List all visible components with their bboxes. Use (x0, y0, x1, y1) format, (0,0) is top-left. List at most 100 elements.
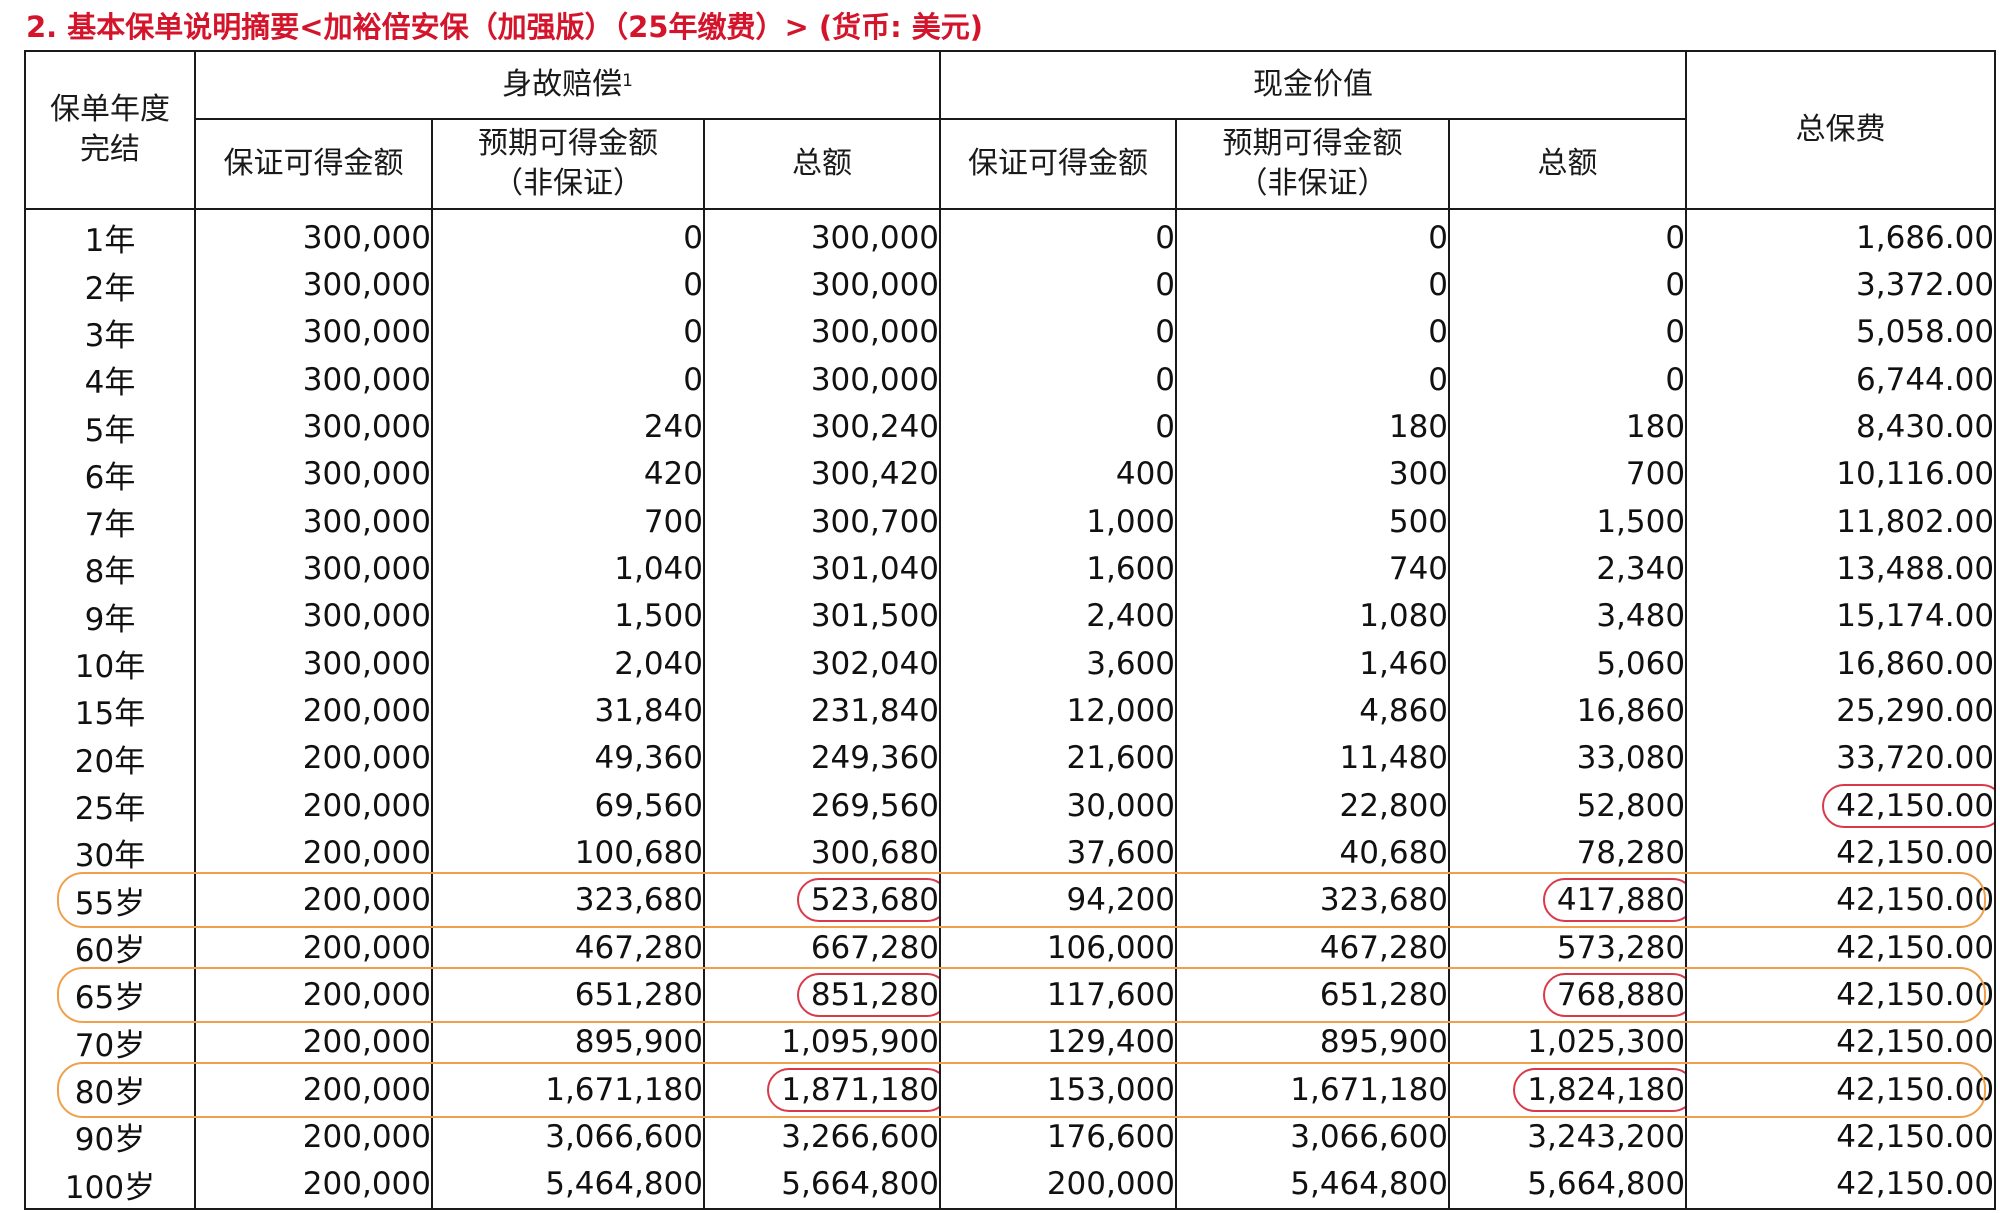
cell-db-total: 269,560 (702, 781, 942, 830)
cell-value: 420 (643, 456, 703, 493)
cell-cv-total: 2,340 (1448, 545, 1688, 593)
cell-cv-guaranteed: 2,400 (939, 592, 1178, 640)
table-row: 60岁 200,000 467,280 667,280 106,000 467,280 57… (24, 923, 1997, 972)
cell-value: 700 (643, 503, 703, 540)
cell-total-premium: 25,290.00 (1685, 687, 1997, 735)
cell-db-expected: 0 (431, 261, 705, 309)
cell-cv-total: 3,480 (1448, 592, 1688, 640)
cell-value: 0 (1155, 409, 1176, 445)
header-db-guaranteed: 保证可得金额 (194, 118, 433, 210)
cell-value: 1,080 (1359, 598, 1449, 635)
cell-cv-expected: 323,680 (1175, 876, 1451, 924)
cell-year: 60岁 (24, 923, 196, 972)
cell-value: 15年 (74, 696, 146, 733)
cell-value: 180 (1625, 409, 1686, 445)
cell-value: 12,000 (1066, 692, 1176, 729)
cell-year: 20年 (24, 734, 196, 782)
cell-value: 70岁 (74, 1027, 146, 1064)
cell-value: 42,150.00 (1836, 1166, 1995, 1203)
cell-value: 300,000 (302, 267, 431, 304)
cell-value: 6,744.00 (1856, 361, 1995, 398)
cell-value: 30,000 (1066, 787, 1176, 824)
header-cv-guaranteed: 保证可得金额 (939, 118, 1178, 210)
cell-cv-total: 700 (1448, 450, 1688, 498)
table-row: 65岁 200,000 651,280 851,280 117,600 651,280 76… (24, 971, 1997, 1019)
cell-db-expected: 3,066,600 (431, 1113, 705, 1161)
cell-cv-expected: 0 (1175, 308, 1451, 357)
cell-cv-guaranteed: 21,600 (939, 734, 1178, 782)
cell-cv-expected: 0 (1175, 261, 1451, 309)
cell-value: 10年 (74, 649, 146, 686)
cell-value: 300,000 (302, 456, 431, 493)
cell-db-expected: 5,464,800 (431, 1160, 705, 1211)
cell-value: 33,080 (1576, 740, 1686, 777)
cell-value: 740 (1388, 550, 1449, 587)
cell-cv-guaranteed: 1,600 (939, 545, 1178, 593)
cell-value: 240 (643, 409, 703, 445)
cell-total-premium: 3,372.00 (1685, 261, 1997, 309)
header-cv-expected-line1: 预期可得金额 (1222, 126, 1403, 161)
cell-value: 10,116.00 (1836, 456, 1995, 493)
cell-value: 100岁 (64, 1169, 156, 1206)
cell-value: 3,266,600 (781, 1118, 940, 1155)
cell-value: 5,464,800 (1290, 1166, 1449, 1203)
cell-value: 300,000 (302, 550, 431, 587)
cell-value: 300,000 (302, 219, 431, 256)
cell-year: 8年 (24, 545, 196, 593)
cell-year: 1年 (24, 209, 196, 262)
cell-value: 5,060 (1596, 645, 1686, 682)
cell-cv-total: 0 (1448, 209, 1688, 262)
header-death-benefit-label: 身故赔偿 (502, 67, 623, 102)
cell-value: 3,600 (1086, 645, 1176, 682)
cell-cv-expected: 22,800 (1175, 781, 1451, 830)
cell-cv-total: 573,280 (1448, 923, 1688, 972)
circled-value: 851,280 (796, 972, 940, 1017)
cell-value: 0 (683, 267, 703, 304)
cell-cv-total: 5,060 (1448, 639, 1688, 688)
cell-cv-total: 0 (1448, 308, 1688, 357)
cell-total-premium: 1,686.00 (1685, 209, 1997, 262)
cell-value: 60岁 (74, 933, 146, 970)
header-total-premium: 总保费 (1685, 50, 1997, 210)
cell-value: 11,802.00 (1836, 503, 1995, 540)
cell-value: 300,000 (810, 314, 940, 351)
cell-value: 1,040 (614, 550, 703, 587)
table-row: 1年 300,000 0 300,000 0 0 0 1,686.00 (24, 209, 1997, 262)
cell-year: 30年 (24, 829, 196, 877)
cell-db-expected: 69,560 (431, 781, 705, 830)
cell-value: 573,280 (1556, 929, 1686, 966)
cell-value: 5,664,800 (1527, 1166, 1686, 1203)
cell-db-total: 1,095,900 (702, 1018, 942, 1066)
cell-cv-expected: 500 (1175, 498, 1451, 546)
table-row: 25年 200,000 69,560 269,560 30,000 22,800 52,80… (24, 781, 1997, 830)
cell-total-premium: 42,150.00 (1685, 1160, 1997, 1211)
cell-value: 5年 (84, 412, 136, 449)
header-cv-total: 总额 (1448, 118, 1688, 210)
cell-value: 42,150.00 (1836, 1071, 1995, 1108)
cell-db-guaranteed: 300,000 (194, 592, 433, 640)
cell-cv-expected: 1,080 (1175, 592, 1451, 640)
cell-value: 9年 (84, 601, 136, 638)
cell-cv-expected: 895,900 (1175, 1018, 1451, 1066)
cell-value: 25,290.00 (1836, 692, 1995, 729)
cell-total-premium: 42,150.00 (1685, 829, 1997, 877)
cell-value: 500 (1388, 503, 1449, 540)
cell-year: 100岁 (24, 1160, 196, 1211)
cell-value: 106,000 (1046, 929, 1176, 966)
cell-value: 301,040 (810, 550, 940, 587)
cell-year: 9年 (24, 592, 196, 640)
cell-total-premium: 42,150.00 (1685, 1018, 1997, 1066)
header-death-benefit: 身故赔偿1 (193, 50, 942, 120)
cell-db-expected: 1,500 (431, 592, 705, 640)
cell-value: 6年 (84, 459, 136, 496)
cell-value: 80岁 (74, 1075, 146, 1112)
cell-value: 0 (1428, 219, 1449, 256)
cell-cv-guaranteed: 176,600 (939, 1113, 1178, 1161)
table-row: 3年 300,000 0 300,000 0 0 0 5,058.00 (24, 308, 1997, 357)
cell-total-premium: 10,116.00 (1685, 450, 1997, 498)
cell-value: 651,280 (1319, 976, 1449, 1013)
cell-value: 3,066,600 (545, 1118, 703, 1155)
cell-year: 15年 (24, 687, 196, 735)
cell-year: 25年 (24, 781, 196, 830)
cell-value: 200,000 (302, 929, 431, 966)
